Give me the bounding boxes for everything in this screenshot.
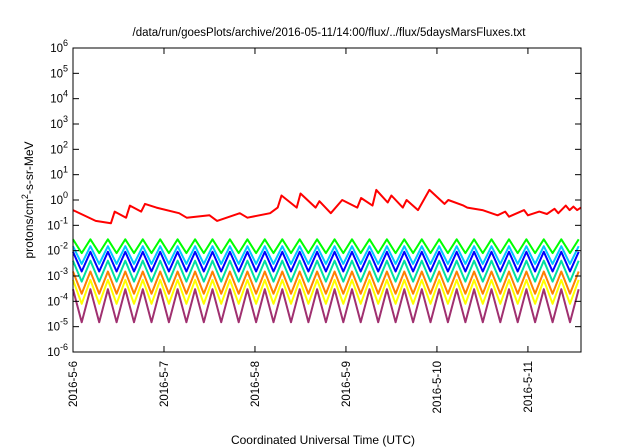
y-tick-label: 10-5 [47, 317, 68, 334]
chart-title: /data/run/goesPlots/archive/2016-05-11/1… [133, 27, 527, 39]
x-tick-label: 2016-5-6 [68, 361, 80, 407]
series-line-1 [72, 188, 582, 225]
x-tick-label: 2016-5-10 [432, 361, 444, 413]
series-line-6 [72, 270, 580, 295]
series-line-5 [72, 259, 580, 283]
y-tick-label: 102 [50, 139, 68, 156]
x-tick-label: 2016-5-7 [159, 361, 171, 407]
x-tick-label: 2016-5-11 [523, 361, 535, 413]
y-tick-label: 100 [50, 190, 68, 207]
y-tick-label: 104 [50, 89, 68, 106]
y-tick-label: 103 [50, 114, 68, 131]
ticks-layer: 106 105 104 103 102 101 100 10-1 10-2 10-3 10-4 10-… [47, 38, 581, 413]
y-tick-label: 101 [50, 165, 68, 182]
y-tick-label: 10-1 [47, 215, 68, 232]
series-line-8 [72, 288, 580, 324]
series-line-3 [72, 245, 580, 265]
series-line-4 [72, 250, 580, 273]
series-line-7 [72, 278, 580, 305]
y-tick-label: 10-4 [47, 291, 68, 308]
y-tick-label: 106 [50, 38, 68, 55]
x-axis-label: Coordinated Universal Time (UTC) [231, 433, 415, 447]
x-tick-label: 2016-5-8 [250, 361, 262, 407]
y-tick-label: 10-6 [47, 342, 68, 359]
y-axis-label: protons/cm2-s-sr-MeV [20, 141, 36, 258]
series-line-2 [72, 238, 580, 255]
series-layer [72, 188, 582, 324]
y-tick-label: 105 [50, 63, 68, 80]
y-tick-label: 10-2 [47, 241, 68, 258]
y-tick-label: 10-3 [47, 266, 68, 283]
x-tick-label: 2016-5-9 [341, 361, 353, 407]
